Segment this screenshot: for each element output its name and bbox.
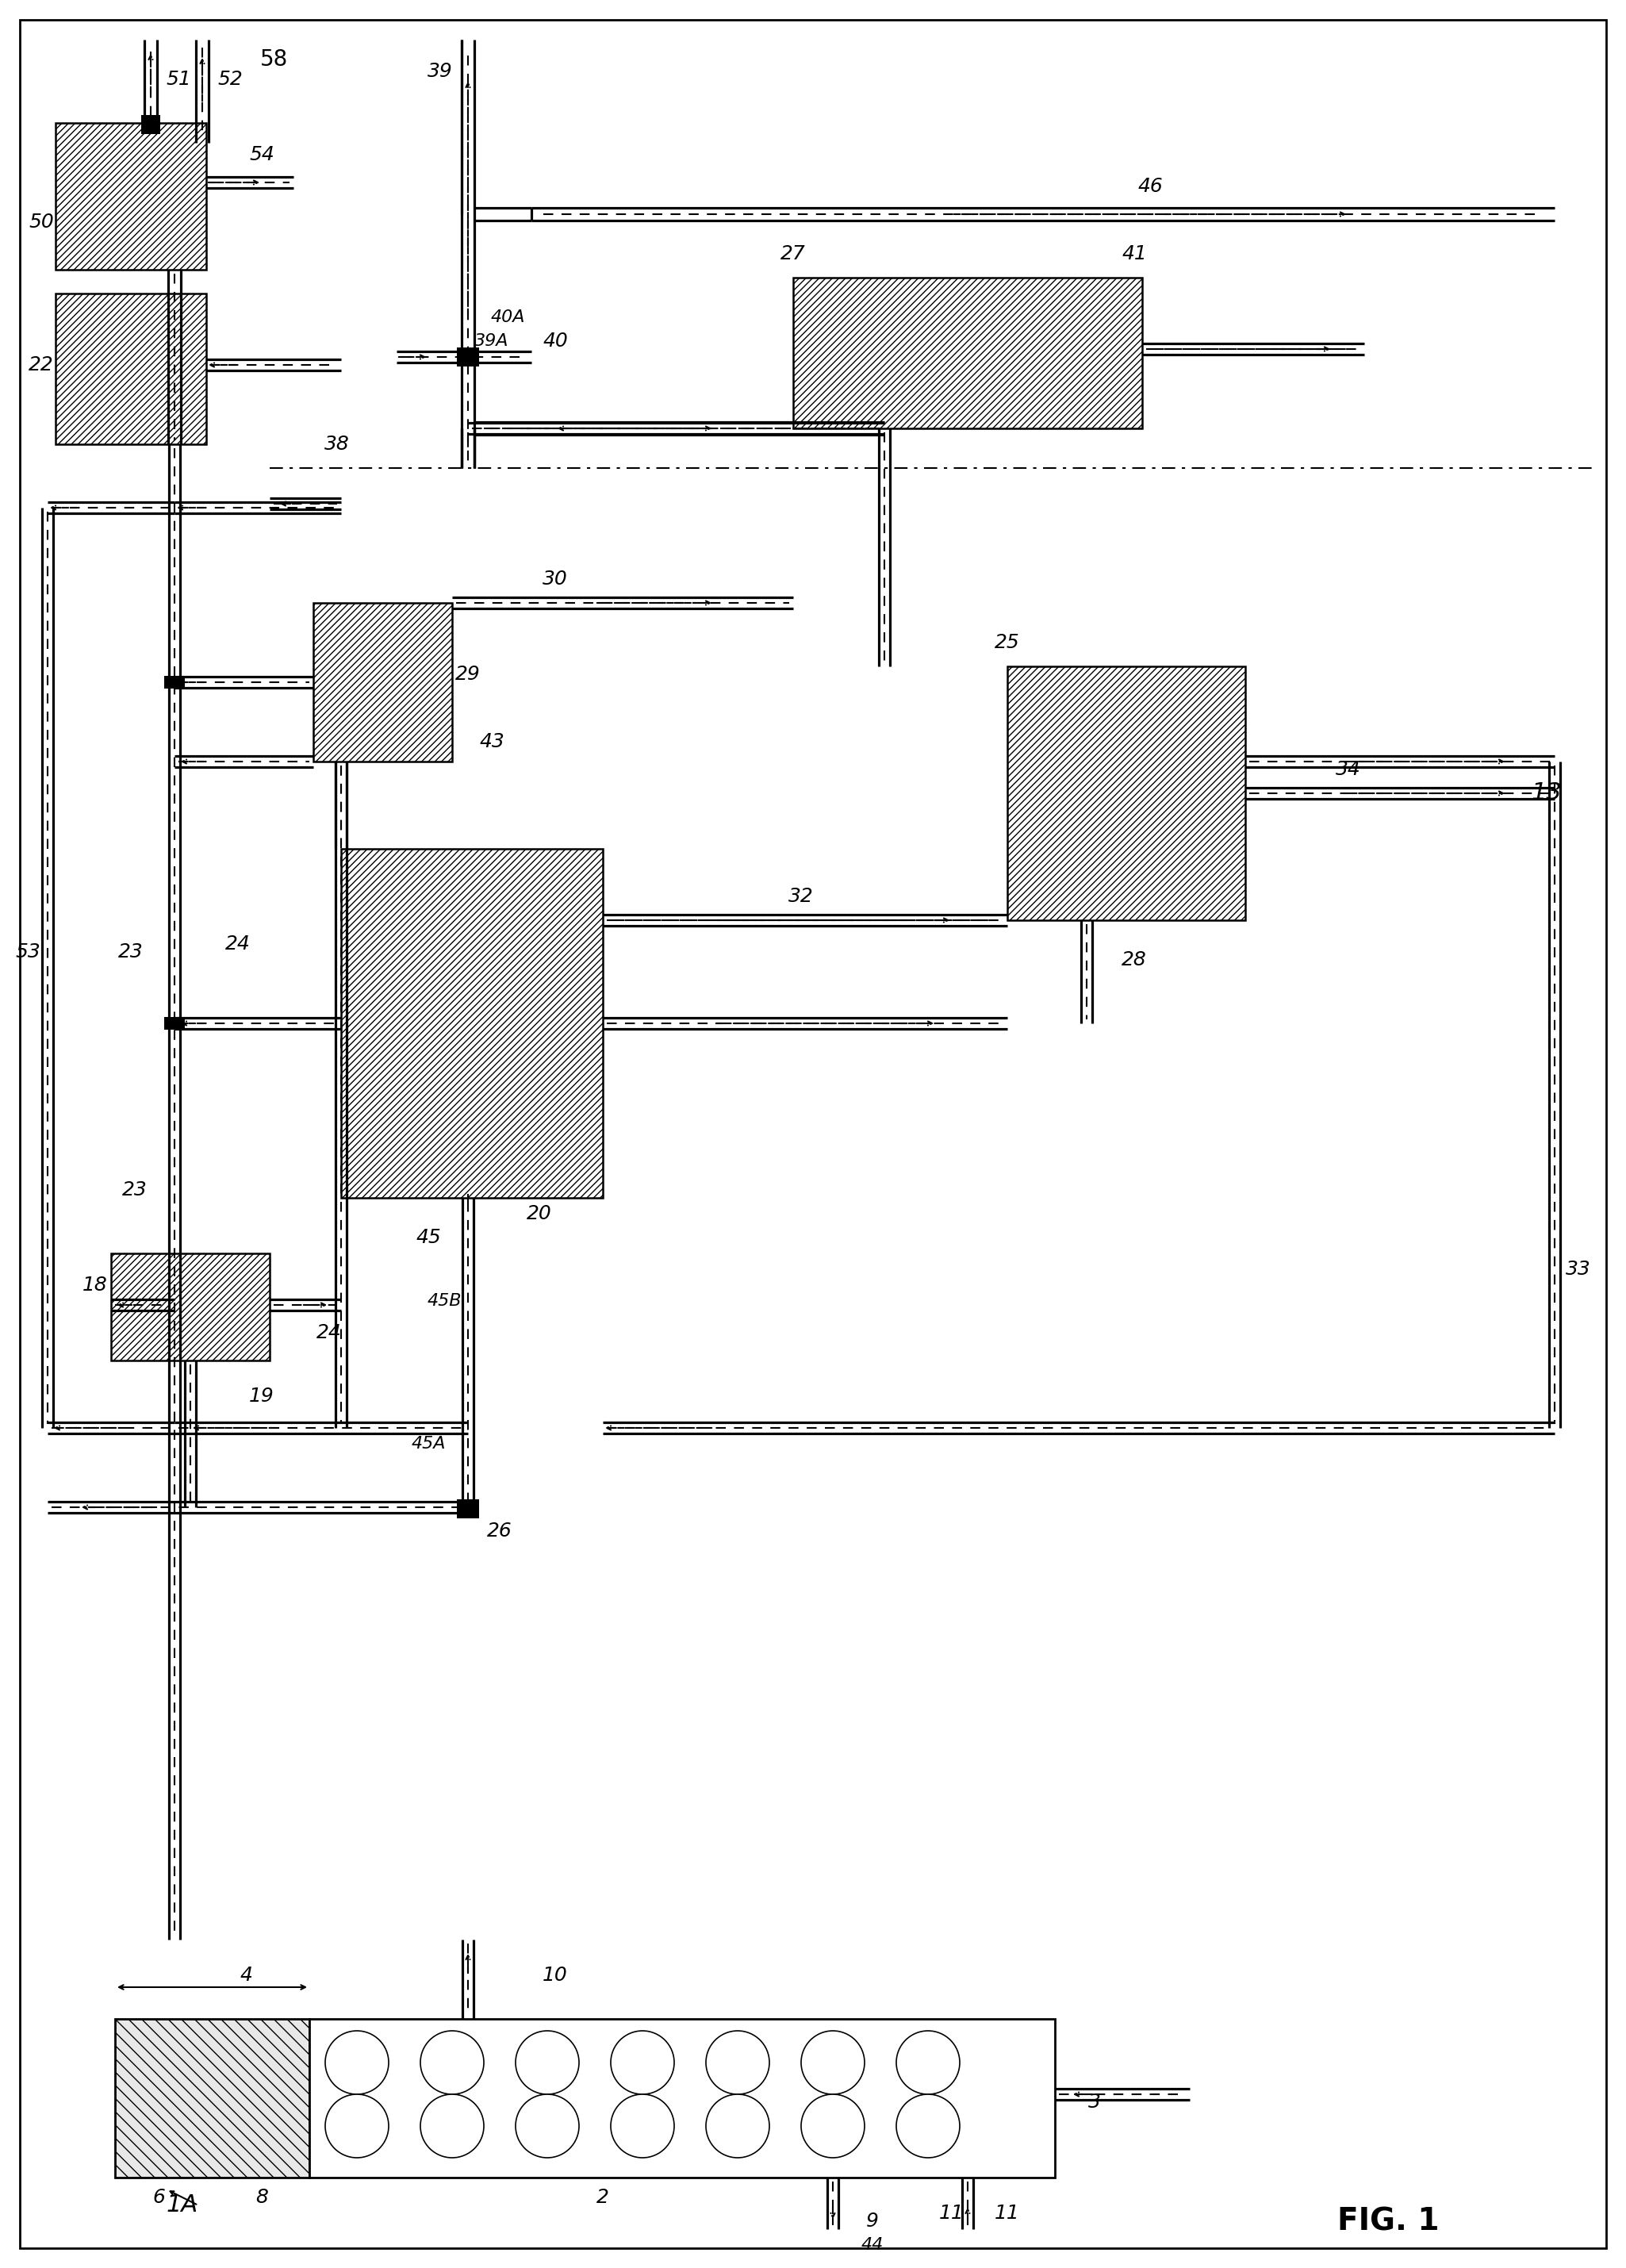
- Circle shape: [421, 2093, 485, 2157]
- Text: 45B: 45B: [428, 1293, 462, 1309]
- Text: 24: 24: [226, 934, 250, 953]
- Text: 23: 23: [119, 943, 143, 962]
- Circle shape: [611, 2093, 675, 2157]
- Text: 40A: 40A: [491, 308, 525, 324]
- Text: 20: 20: [527, 1204, 551, 1222]
- Text: 29: 29: [455, 665, 481, 685]
- Bar: [270, 39, 1593, 2007]
- Text: 23: 23: [122, 1179, 148, 1200]
- Text: 25: 25: [995, 633, 1020, 653]
- Bar: [1008, 667, 1246, 921]
- Circle shape: [515, 2030, 579, 2093]
- Text: 45: 45: [416, 1227, 441, 1247]
- Text: 11: 11: [995, 2204, 1020, 2223]
- Circle shape: [515, 2093, 579, 2157]
- Bar: [52, 39, 293, 451]
- Text: 45A: 45A: [411, 1436, 446, 1452]
- Text: 4: 4: [239, 1966, 252, 1985]
- Circle shape: [611, 2030, 675, 2093]
- Text: 8: 8: [255, 2189, 268, 2207]
- Bar: [309, 2019, 1055, 2177]
- Bar: [164, 1016, 185, 1030]
- Text: 28: 28: [1122, 950, 1146, 968]
- Text: 1A: 1A: [166, 2193, 198, 2216]
- Text: 40: 40: [543, 331, 567, 352]
- Text: 19: 19: [249, 1386, 275, 1406]
- Text: 6: 6: [153, 2189, 164, 2207]
- Text: 33: 33: [1566, 1259, 1590, 1279]
- Bar: [164, 676, 185, 689]
- Text: 38: 38: [325, 435, 350, 454]
- Circle shape: [896, 2030, 959, 2093]
- Bar: [793, 277, 1141, 429]
- Text: 11: 11: [940, 2204, 964, 2223]
- Text: 13: 13: [1532, 782, 1563, 805]
- Bar: [457, 1499, 480, 1517]
- Circle shape: [896, 2093, 959, 2157]
- Text: 3: 3: [1088, 2093, 1101, 2112]
- Circle shape: [706, 2093, 769, 2157]
- Bar: [55, 122, 207, 270]
- Text: 32: 32: [789, 887, 813, 905]
- Text: 53: 53: [15, 943, 41, 962]
- Bar: [111, 1254, 270, 1361]
- Text: 52: 52: [218, 70, 242, 88]
- Bar: [102, 1939, 1111, 2229]
- Text: 24: 24: [317, 1322, 341, 1343]
- Text: 46: 46: [1138, 177, 1163, 195]
- Text: 34: 34: [1337, 760, 1361, 778]
- Text: 27: 27: [780, 245, 806, 263]
- Bar: [115, 2019, 309, 2177]
- Text: 30: 30: [543, 569, 567, 590]
- Circle shape: [325, 2030, 389, 2093]
- Circle shape: [421, 2030, 485, 2093]
- Bar: [457, 347, 480, 367]
- Text: 39: 39: [428, 61, 452, 82]
- Text: 39A: 39A: [475, 333, 509, 349]
- Text: 58: 58: [260, 48, 288, 70]
- Text: 54: 54: [249, 145, 275, 163]
- Bar: [141, 116, 161, 134]
- Text: 22: 22: [29, 356, 54, 374]
- Bar: [55, 293, 207, 445]
- Text: 10: 10: [543, 1966, 567, 1985]
- Circle shape: [802, 2030, 865, 2093]
- Text: 2: 2: [597, 2189, 610, 2207]
- Text: 43: 43: [480, 733, 504, 751]
- Circle shape: [325, 2093, 389, 2157]
- Circle shape: [706, 2030, 769, 2093]
- Text: 51: 51: [166, 70, 192, 88]
- Circle shape: [802, 2093, 865, 2157]
- Bar: [314, 603, 452, 762]
- Text: 50: 50: [29, 213, 54, 231]
- Text: 44: 44: [862, 2236, 883, 2252]
- Text: 26: 26: [488, 1522, 512, 1540]
- Text: 18: 18: [83, 1275, 107, 1295]
- Text: FIG. 1: FIG. 1: [1337, 2207, 1439, 2236]
- Text: 9: 9: [867, 2211, 878, 2232]
- Text: 41: 41: [1122, 245, 1146, 263]
- Bar: [341, 848, 603, 1198]
